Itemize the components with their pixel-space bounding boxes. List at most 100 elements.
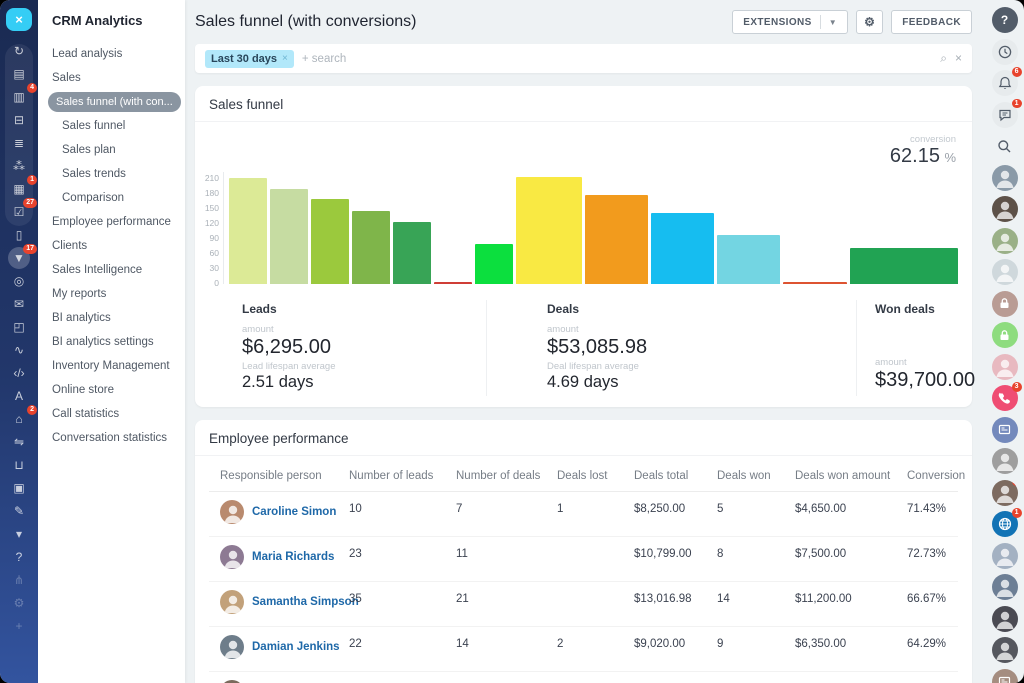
search-icon[interactable]	[992, 133, 1018, 159]
letter-a-icon[interactable]: A	[14, 388, 23, 403]
funnel-bar-leads[interactable]	[434, 282, 472, 284]
sidebar-item-inventory-management[interactable]: Inventory Management	[52, 360, 170, 372]
funnel-bar-deals[interactable]	[651, 213, 714, 284]
avatar[interactable]	[991, 605, 1018, 632]
sidebar-item-conversation-statistics[interactable]: Conversation statistics	[52, 432, 168, 444]
nodes-icon[interactable]: ⋔	[13, 572, 25, 587]
box-icon[interactable]: ◰	[13, 319, 25, 334]
code-icon[interactable]: ‹/›	[13, 365, 25, 380]
target-icon[interactable]: ◎	[13, 273, 25, 288]
avatar	[220, 635, 244, 659]
funnel-bar-deals[interactable]	[475, 244, 513, 284]
sidebar-item-my-reports[interactable]: My reports	[52, 288, 107, 300]
keyboard-icon[interactable]	[991, 416, 1018, 443]
avatar[interactable]	[991, 637, 1018, 663]
sliders-icon[interactable]: ⇋	[13, 434, 25, 449]
calendar-icon[interactable]: ▦ 1	[5, 175, 37, 200]
sidebar-item-bi-analytics-settings[interactable]: BI analytics settings	[52, 336, 154, 348]
analytics-icon[interactable]: ∿	[13, 342, 25, 357]
avatar[interactable]	[991, 164, 1018, 191]
sidebar-item-sales-funnel-with-con[interactable]: Sales funnel (with con...	[48, 92, 181, 112]
crm-funnel-icon[interactable]: ▼ 17	[5, 244, 37, 269]
notifications-bell-icon[interactable]: 6	[991, 67, 1022, 96]
open-lock-icon[interactable]	[991, 322, 1018, 348]
search-input[interactable]: + search	[301, 52, 347, 65]
avatar[interactable]	[991, 574, 1018, 600]
funnel-bar-won-deals[interactable]	[850, 248, 958, 284]
employee-name-link[interactable]: Caroline Simon	[252, 506, 337, 518]
sidebar-item-lead-analysis[interactable]: Lead analysis	[52, 48, 123, 60]
inbox-icon[interactable]: ⊟	[13, 112, 25, 127]
filter-chip-last-30-days[interactable]: Last 30 days ×	[205, 49, 294, 68]
funnel-bar-leads[interactable]	[270, 189, 308, 284]
close-sidebar-button[interactable]: ×	[6, 8, 32, 31]
chat-icon[interactable]: 1	[991, 98, 1022, 128]
avatar[interactable]	[991, 227, 1018, 254]
settings-gear-button[interactable]: ⚙	[856, 10, 884, 34]
sidebar-item-online-store[interactable]: Online store	[52, 384, 115, 396]
feed-icon[interactable]: ▤	[13, 66, 25, 81]
y-tick-label: 30	[209, 263, 219, 273]
chevron-down-icon[interactable]: ▾	[15, 526, 23, 541]
pulse-icon[interactable]: ↻	[13, 43, 25, 58]
globe-icon[interactable]: 1	[991, 508, 1022, 537]
filter-search-bar[interactable]: Last 30 days × + search ⌕ ×	[195, 44, 972, 73]
document-icon[interactable]: ≣	[13, 135, 25, 150]
leads-amount-value: $6,295.00	[242, 336, 331, 358]
sidebar-item-bi-analytics[interactable]: BI analytics	[52, 312, 111, 324]
avatar[interactable]	[991, 259, 1018, 285]
table-cell: $12,000.00	[634, 672, 717, 683]
cart-icon[interactable]: ⊔	[14, 457, 24, 472]
funnel-bar-leads[interactable]	[311, 199, 349, 284]
sidebar-item-sales-funnel[interactable]: Sales funnel	[62, 120, 126, 132]
employee-name-link[interactable]: Samantha Simpson	[252, 596, 359, 608]
sidebar-item-sales[interactable]: Sales	[52, 72, 81, 84]
funnel-bar-leads[interactable]	[393, 222, 431, 284]
extensions-button[interactable]: EXTENSIONS ▼	[732, 10, 849, 34]
funnel-bar-deals[interactable]	[516, 176, 582, 284]
sidebar-item-sales-plan[interactable]: Sales plan	[62, 144, 116, 156]
help-icon[interactable]: ?	[15, 549, 23, 564]
sidebar-item-call-statistics[interactable]: Call statistics	[52, 408, 120, 420]
clear-search-icon[interactable]: ×	[954, 51, 962, 65]
plus-icon[interactable]: +	[15, 618, 23, 633]
history-clock-icon[interactable]	[991, 38, 1018, 65]
gear-icon[interactable]: ⚙	[13, 595, 25, 610]
sidebar-item-clients[interactable]: Clients	[52, 240, 88, 252]
avatar[interactable]: 1	[991, 479, 1018, 506]
search-icon[interactable]: ⌕	[940, 51, 947, 65]
people-icon[interactable]: ⁂	[13, 158, 25, 173]
avatar[interactable]	[991, 448, 1018, 474]
funnel-bar-deals[interactable]	[585, 195, 648, 284]
funnel-bar-leads[interactable]	[352, 211, 390, 284]
phone-icon[interactable]: 3	[991, 382, 1022, 411]
leads-lifespan-label: Lead lifespan average	[242, 361, 336, 372]
camera-icon[interactable]: ▣	[13, 480, 25, 495]
feedback-button[interactable]: FEEDBACK	[891, 10, 972, 34]
private-lock-icon[interactable]	[991, 290, 1018, 317]
avatar[interactable]	[991, 542, 1018, 569]
table-cell: 21	[456, 593, 469, 605]
mail-icon[interactable]: ✉	[13, 296, 25, 311]
pen-icon[interactable]: ✎	[13, 503, 25, 518]
funnel-bar-deals[interactable]	[783, 282, 847, 284]
employee-name-link[interactable]: Damian Jenkins	[252, 641, 340, 653]
contacts-icon[interactable]: ▯	[15, 227, 23, 242]
funnel-bar-leads[interactable]	[229, 178, 267, 284]
sidebar-item-employee-performance[interactable]: Employee performance	[52, 216, 171, 228]
funnel-bar-deals[interactable]	[717, 235, 780, 284]
marketplace-icon[interactable]: ⌂ 2	[5, 405, 37, 430]
avatar[interactable]	[991, 353, 1018, 380]
messenger-icon[interactable]: ▥ 4	[5, 83, 37, 108]
chevron-down-icon[interactable]: ▼	[828, 17, 838, 27]
tasks-icon[interactable]: ☑ 27	[5, 198, 37, 223]
avatar[interactable]	[991, 196, 1018, 222]
sidebar-item-sales-intelligence[interactable]: Sales Intelligence	[52, 264, 143, 276]
presentation-card-icon[interactable]	[991, 668, 1018, 683]
chip-close-icon[interactable]: ×	[282, 53, 288, 64]
employee-name-link[interactable]: Maria Richards	[252, 551, 335, 563]
sidebar-item-comparison[interactable]: Comparison	[62, 192, 124, 204]
help-icon[interactable]: ?	[991, 7, 1018, 33]
sidebar-item-sales-trends[interactable]: Sales trends	[62, 168, 126, 180]
deals-lifespan-label: Deal lifespan average	[547, 361, 639, 372]
